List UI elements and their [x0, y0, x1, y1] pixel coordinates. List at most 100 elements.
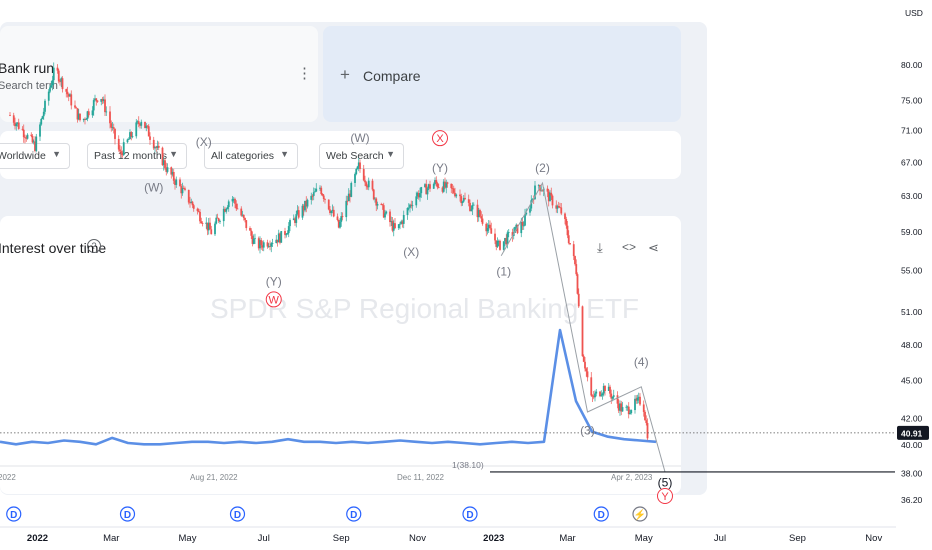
candle-body — [637, 396, 640, 398]
candle-body — [489, 224, 491, 229]
candle-body — [266, 242, 269, 247]
candle-body — [617, 403, 620, 411]
candle-body — [39, 124, 41, 137]
candle-body — [494, 233, 496, 241]
help-icon[interactable]: ? — [87, 239, 101, 253]
candle-body — [189, 202, 191, 204]
candle-body — [630, 410, 633, 414]
candle-body — [114, 128, 116, 139]
candle-body — [451, 188, 454, 189]
candle-body — [471, 205, 474, 210]
candle-body — [410, 204, 413, 206]
candle-body — [250, 230, 253, 236]
more-vert-icon[interactable]: ⋮ — [297, 65, 312, 82]
candle-body — [516, 224, 519, 234]
candle-body — [231, 198, 234, 202]
candle-body — [645, 420, 648, 424]
candle-body — [469, 202, 471, 211]
candle-body — [119, 149, 121, 152]
candle-body — [416, 193, 419, 197]
elliott-label: (X) — [403, 245, 419, 259]
time-range-dropdown[interactable]: Past 12 months ▼ — [87, 143, 187, 169]
price-tick-label: 51.00 — [901, 307, 923, 317]
candle-body — [435, 180, 438, 184]
candle-body — [82, 118, 85, 121]
candle-body — [585, 368, 588, 372]
candle-body — [347, 193, 350, 202]
candle-body — [84, 118, 86, 120]
candle-body — [504, 237, 506, 242]
candle-body — [331, 209, 334, 211]
price-tick-label: 75.00 — [901, 95, 923, 105]
candle-body — [610, 393, 613, 399]
candle-body — [470, 209, 473, 211]
candle-body — [305, 200, 308, 207]
candle-body — [94, 98, 96, 101]
candle-body — [365, 182, 368, 187]
dividend-marker — [119, 506, 136, 522]
candle-body — [252, 238, 255, 244]
candle-body — [279, 233, 281, 243]
candle-body — [446, 182, 449, 184]
candle-body — [385, 211, 388, 214]
candle-body — [111, 127, 114, 129]
candle-body — [95, 98, 98, 101]
candle-body — [375, 198, 378, 206]
candle-body — [505, 237, 508, 245]
candle-body — [646, 423, 649, 439]
candle-body — [236, 208, 239, 210]
download-icon[interactable]: ⤓ — [597, 240, 603, 255]
candle-body — [427, 184, 430, 189]
elliott-circle — [265, 291, 282, 308]
candle-body — [215, 217, 218, 224]
candle-body — [166, 167, 169, 172]
candle-body — [384, 213, 386, 218]
share-icon[interactable]: ⋖ — [648, 240, 659, 255]
embed-icon[interactable]: <> — [622, 240, 637, 254]
candle-body — [436, 183, 439, 188]
candle-body — [541, 190, 544, 192]
candle-body — [79, 113, 81, 121]
search-type-dropdown[interactable]: Web Search ▼ — [319, 143, 404, 169]
price-tick-label: 67.00 — [901, 157, 923, 167]
candle-body — [312, 192, 315, 196]
candle-body — [70, 94, 73, 106]
trends-date-label: 2022 — [0, 473, 16, 482]
elliott-label: (4) — [634, 355, 649, 369]
candle-body — [241, 214, 244, 216]
candle-body — [59, 81, 61, 83]
candle-body — [374, 198, 376, 200]
compare-button[interactable]: + Compare — [323, 26, 681, 122]
candle-body — [434, 180, 436, 185]
candle-body — [96, 100, 99, 102]
candle-body — [490, 228, 493, 234]
candle-body — [192, 205, 195, 209]
candle-body — [599, 391, 601, 397]
caret-down-icon: ▼ — [280, 149, 289, 159]
candle-body — [520, 222, 523, 234]
candle-body — [200, 221, 203, 224]
candle-body — [225, 208, 228, 212]
candle-body — [642, 404, 645, 412]
candle-body — [152, 139, 155, 149]
time-tick-label: 2023 — [483, 533, 504, 544]
candle-body — [87, 111, 90, 116]
earnings-event-marker — [632, 506, 648, 522]
candle-body — [121, 152, 124, 156]
candle-body — [362, 169, 365, 181]
event-marker-label: D — [234, 510, 241, 521]
time-tick-label: May — [635, 533, 653, 544]
candle-body — [437, 187, 440, 189]
candle-body — [399, 223, 401, 225]
candle-body — [636, 397, 639, 401]
candle-body — [216, 217, 219, 219]
candle-body — [137, 121, 140, 124]
candle-body — [461, 201, 464, 204]
category-dropdown[interactable]: All categories ▼ — [204, 143, 298, 169]
candle-body — [355, 168, 358, 175]
candle-body — [459, 194, 461, 197]
compare-label: Compare — [363, 68, 421, 84]
trends-interest-line — [0, 328, 657, 446]
